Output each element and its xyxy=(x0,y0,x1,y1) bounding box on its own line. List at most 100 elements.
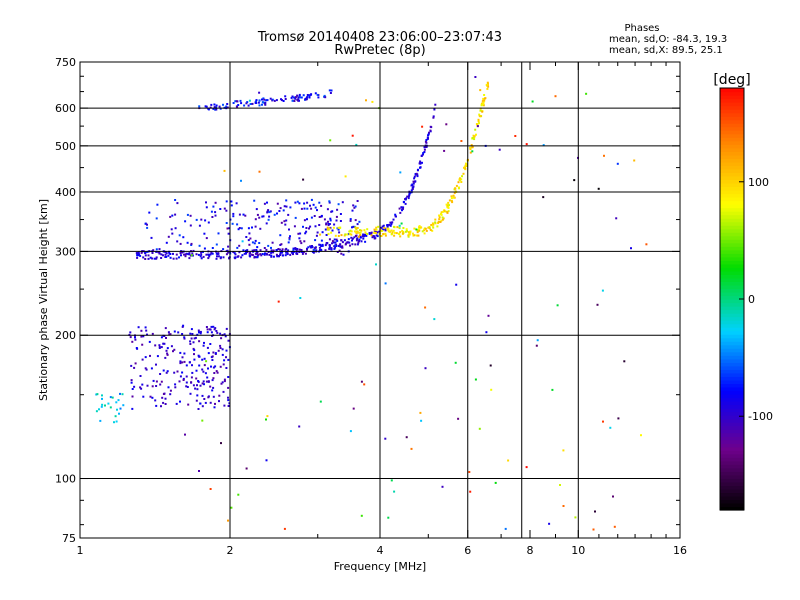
echo-point xyxy=(355,143,358,146)
echo-point xyxy=(232,212,235,215)
echo-point xyxy=(355,239,358,242)
echo-point xyxy=(154,344,157,347)
echo-point xyxy=(415,228,418,231)
echo-point xyxy=(195,218,198,221)
echo-point xyxy=(170,345,173,348)
echo-point xyxy=(271,98,274,101)
echo-point xyxy=(203,247,206,250)
echo-point xyxy=(137,254,139,257)
echo-point xyxy=(603,154,605,157)
echo-point xyxy=(554,95,557,98)
colorbar-segment xyxy=(720,450,744,455)
echo-point xyxy=(310,93,313,96)
colorbar-segment xyxy=(720,116,744,121)
echo-point xyxy=(480,104,483,107)
echo-point xyxy=(251,226,253,229)
colorbar-segment xyxy=(720,386,744,392)
echo-point xyxy=(195,369,198,372)
echo-point xyxy=(196,384,198,387)
echo-point xyxy=(197,380,200,382)
echo-point xyxy=(407,195,410,198)
echo-point xyxy=(130,381,133,384)
echo-point xyxy=(357,235,360,238)
echo-point xyxy=(392,218,395,221)
echo-point xyxy=(206,331,209,334)
echo-point xyxy=(471,137,474,139)
echo-point xyxy=(389,221,392,224)
echo-point xyxy=(187,403,190,406)
colorbar-segment xyxy=(720,126,744,131)
stats-heading: Phases xyxy=(624,23,659,34)
echo-point xyxy=(325,242,328,244)
echo-point xyxy=(212,386,215,389)
echo-point xyxy=(445,203,448,206)
echo-point xyxy=(318,243,321,246)
echo-point xyxy=(308,96,311,99)
echo-point xyxy=(260,254,263,257)
echo-point xyxy=(182,377,185,380)
echo-point xyxy=(263,102,266,105)
echo-point xyxy=(359,233,362,236)
echo-point xyxy=(407,234,410,237)
echo-point xyxy=(240,102,243,105)
echo-point xyxy=(542,196,545,199)
echo-point xyxy=(276,202,279,205)
echo-point xyxy=(190,381,193,384)
echo-point xyxy=(357,241,360,244)
echo-point xyxy=(350,233,353,236)
echo-point xyxy=(205,326,208,328)
echo-point xyxy=(320,249,323,252)
echo-point xyxy=(426,138,429,140)
echo-point xyxy=(300,242,303,245)
echo-point xyxy=(235,100,238,103)
echo-point xyxy=(362,233,365,236)
echo-point xyxy=(197,253,200,256)
echo-point xyxy=(145,368,148,371)
echo-point xyxy=(464,166,466,169)
colorbar-segment xyxy=(720,232,744,237)
colorbar-segment xyxy=(720,249,744,254)
echo-point xyxy=(254,225,257,228)
colorbar-segment xyxy=(720,422,744,427)
echo-point xyxy=(133,366,136,369)
echo-point xyxy=(386,225,389,228)
echo-point xyxy=(298,425,301,428)
echo-point xyxy=(556,304,559,307)
echo-point xyxy=(191,333,194,335)
echo-point xyxy=(255,99,258,102)
echo-point xyxy=(400,222,403,225)
echo-point xyxy=(331,240,334,243)
echo-point xyxy=(136,256,139,259)
echo-point xyxy=(96,393,99,396)
y-tick-label: 200 xyxy=(55,329,76,342)
echo-point xyxy=(319,233,322,236)
echo-point xyxy=(296,94,299,97)
echo-point xyxy=(401,229,404,232)
echo-point xyxy=(585,92,588,95)
colorbar-segment xyxy=(720,348,744,353)
echo-point xyxy=(388,223,391,226)
echo-point xyxy=(334,246,337,249)
echo-point xyxy=(174,213,177,216)
colorbar-segment xyxy=(720,506,744,511)
stats-line-o: mean, sd,O: -84.3, 19.3 xyxy=(609,34,727,45)
echo-point xyxy=(162,342,165,345)
echo-point xyxy=(209,253,212,256)
echo-point xyxy=(434,221,437,224)
echo-point xyxy=(135,347,138,349)
echo-point xyxy=(185,364,188,367)
echo-point xyxy=(283,205,286,208)
echo-point xyxy=(212,205,215,208)
echo-point xyxy=(181,356,184,359)
echo-point xyxy=(210,103,213,106)
echo-point xyxy=(146,226,149,229)
echo-point xyxy=(227,386,230,389)
echo-point xyxy=(291,251,294,254)
echo-point xyxy=(160,380,163,383)
echo-point xyxy=(609,426,612,429)
echo-point xyxy=(293,225,296,228)
echo-point xyxy=(339,243,342,246)
echo-point xyxy=(145,251,148,253)
echo-point xyxy=(356,238,359,241)
echo-point xyxy=(258,104,261,107)
